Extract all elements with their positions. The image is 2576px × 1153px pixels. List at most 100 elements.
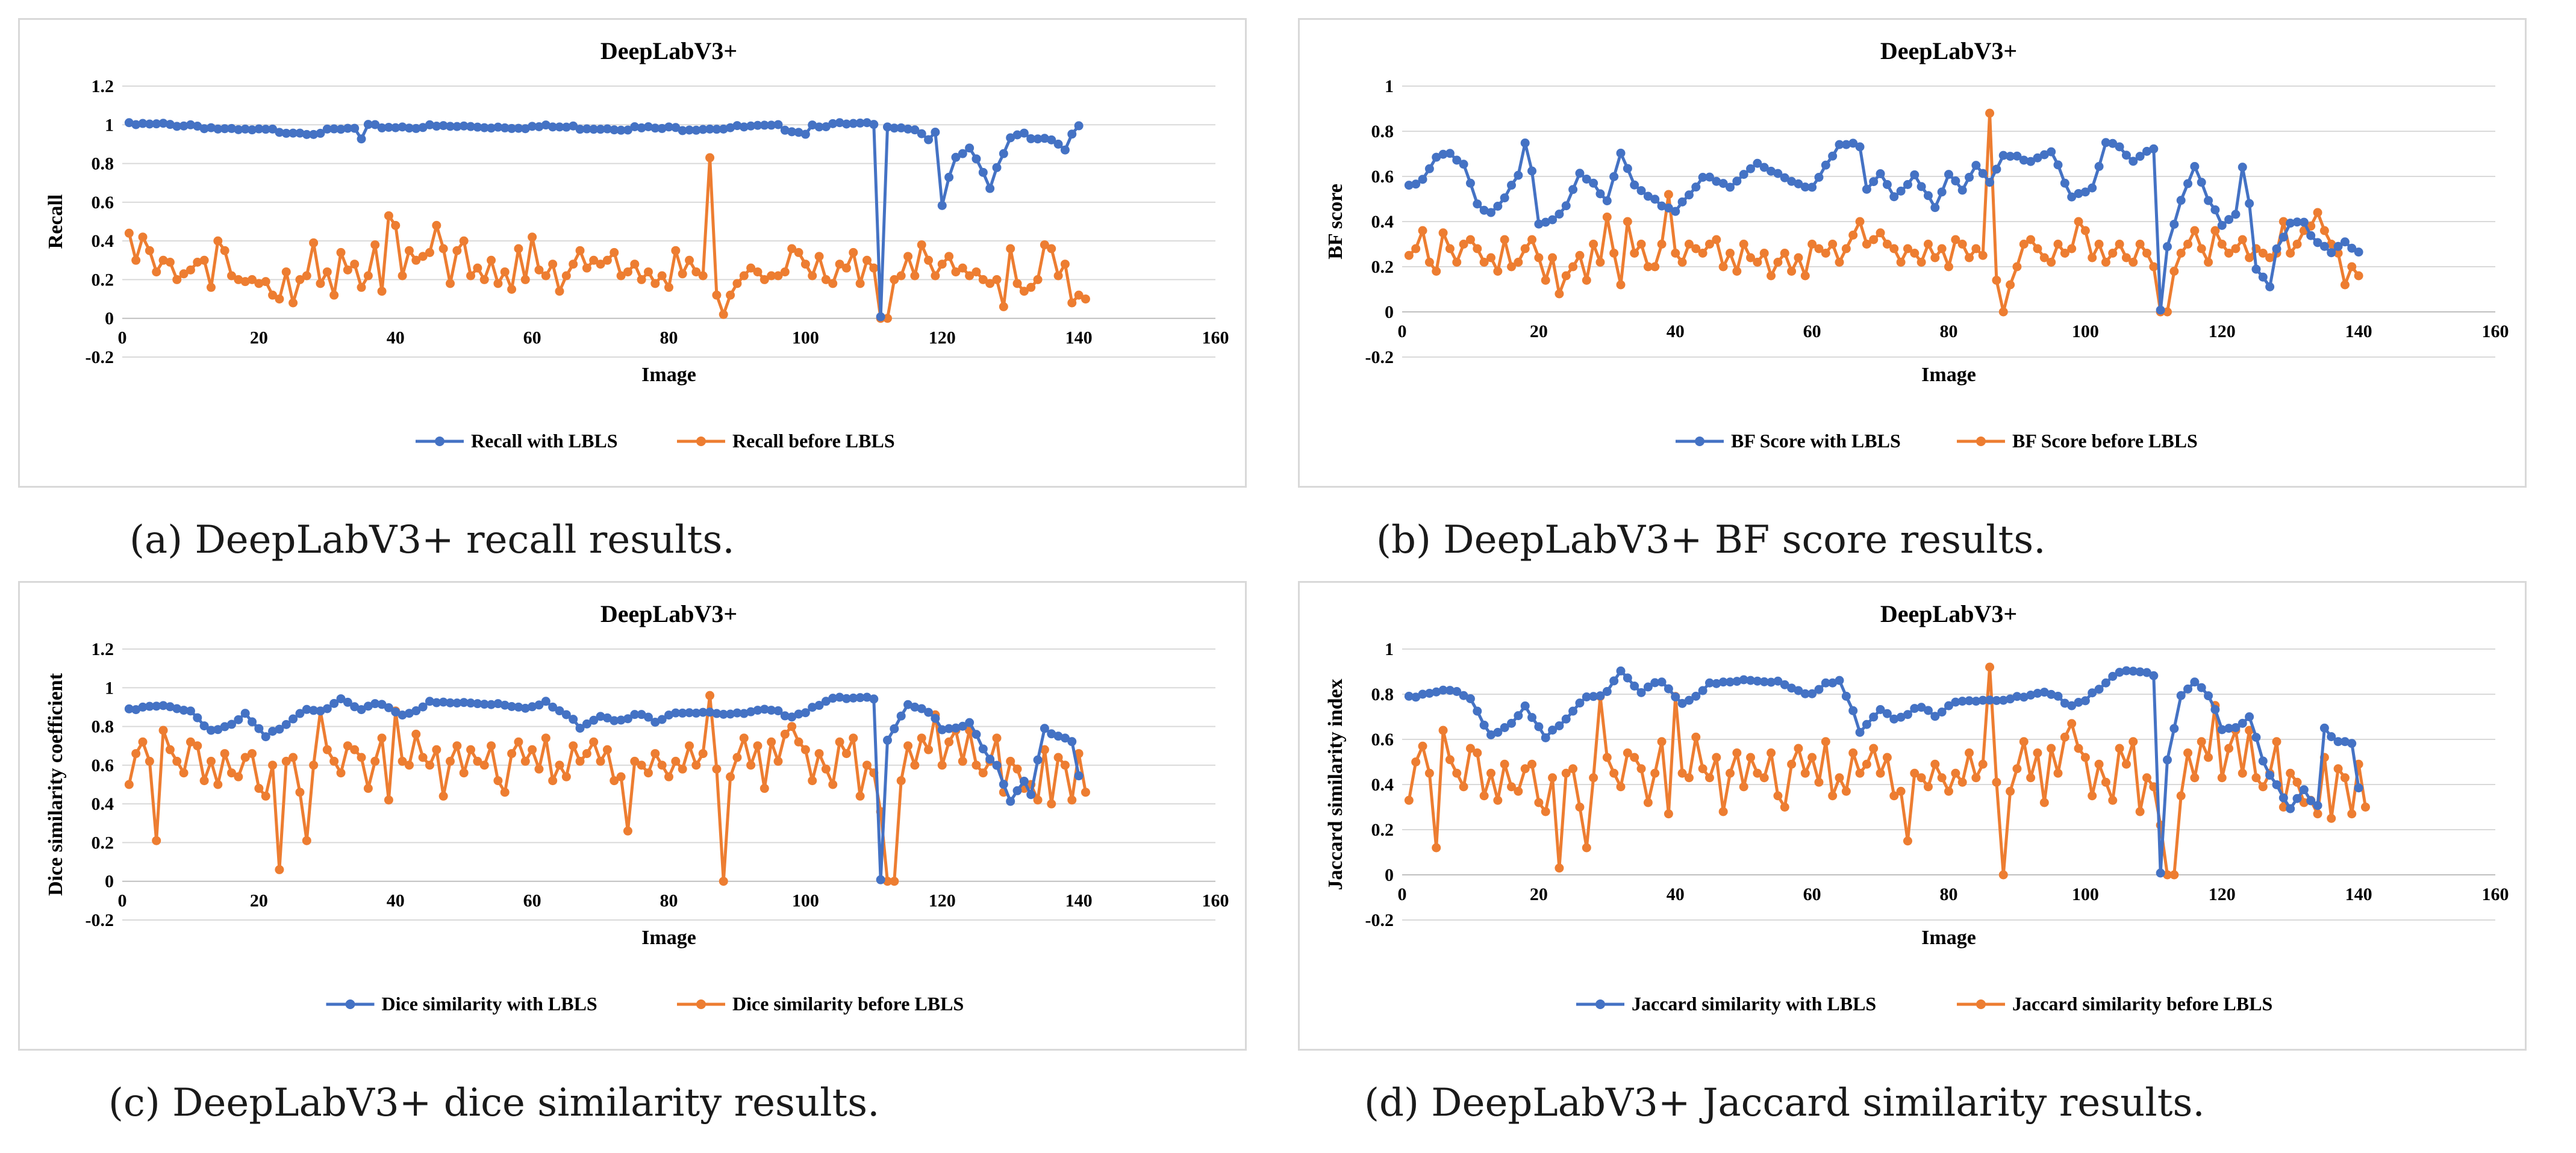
data-point: [637, 123, 646, 132]
data-point: [240, 124, 250, 134]
data-point: [2347, 809, 2357, 819]
data-point: [1876, 768, 1885, 778]
data-point: [1957, 240, 1967, 249]
data-point: [1053, 732, 1063, 741]
data-point: [2299, 217, 2309, 227]
data-point: [1869, 177, 1879, 187]
data-point: [1848, 706, 1858, 715]
data-point: [1424, 768, 1434, 778]
data-point: [650, 749, 660, 759]
data-point: [295, 709, 305, 718]
legend-label: BF Score before LBLS: [2012, 430, 2198, 452]
data-point: [186, 706, 195, 716]
data-point: [1677, 197, 1687, 207]
data-point: [2060, 178, 2069, 188]
data-point: [2047, 258, 2056, 267]
data-point: [2210, 705, 2220, 714]
data-point: [1609, 249, 1619, 258]
data-point: [479, 123, 489, 132]
data-point: [534, 700, 544, 710]
data-point: [1465, 694, 1475, 703]
data-point: [487, 741, 496, 751]
data-point: [370, 120, 380, 129]
data-point: [602, 713, 612, 723]
data-point: [2333, 737, 2343, 747]
data-point: [2135, 240, 2145, 249]
data-point: [446, 122, 455, 131]
data-point: [2245, 253, 2254, 263]
data-point: [1432, 152, 1441, 162]
data-point: [794, 128, 803, 137]
data-point: [1589, 773, 1598, 783]
data-point: [2183, 179, 2193, 188]
data-point: [268, 290, 278, 300]
data-point: [1060, 260, 1070, 269]
data-point: [1650, 768, 1660, 778]
legend-label: Dice similarity before LBLS: [732, 993, 964, 1015]
data-point: [1862, 240, 1871, 249]
data-point: [1555, 863, 1564, 873]
data-point: [1418, 175, 1427, 184]
data-point: [2101, 138, 2110, 148]
data-point: [1828, 791, 1838, 801]
data-point: [2080, 226, 2090, 235]
data-point: [1718, 179, 1728, 188]
caption-dice: (c) DeepLabV3+ dice similarity results.: [108, 1081, 880, 1125]
data-point: [2231, 210, 2241, 219]
data-point: [309, 706, 319, 715]
data-point: [1910, 249, 1920, 258]
data-point: [2026, 157, 2036, 166]
data-point: [2333, 764, 2343, 774]
legend-swatch-marker: [1695, 437, 1704, 446]
data-point: [1060, 733, 1070, 743]
data-point: [1814, 244, 1824, 253]
data-point: [1698, 249, 1707, 258]
data-point: [254, 724, 264, 733]
data-point: [500, 700, 510, 710]
data-point: [828, 279, 838, 288]
data-point: [2142, 773, 2151, 783]
data-point: [883, 877, 892, 886]
data-point: [2347, 739, 2357, 748]
data-point: [2327, 813, 2336, 823]
data-point: [1787, 759, 1797, 769]
data-point: [951, 267, 961, 277]
data-point: [787, 712, 797, 722]
data-point: [398, 710, 407, 720]
data-point: [1465, 744, 1475, 753]
data-point: [739, 733, 749, 743]
data-point: [1828, 678, 1838, 688]
data-point: [1424, 689, 1434, 698]
data-point: [1060, 760, 1070, 770]
data-point: [350, 745, 360, 754]
data-point: [1555, 721, 1564, 730]
data-point: [2231, 244, 2241, 253]
legend-swatch-marker: [345, 999, 355, 1009]
data-point: [2039, 688, 2049, 697]
data-point: [254, 279, 264, 288]
data-point: [1534, 219, 1544, 229]
data-point: [1609, 676, 1619, 686]
data-point: [555, 122, 564, 132]
data-point: [828, 119, 838, 128]
data-point: [1691, 732, 1701, 742]
data-point: [398, 756, 407, 766]
data-point: [261, 277, 270, 287]
data-point: [1452, 687, 1462, 696]
data-point: [199, 776, 209, 786]
data-point: [1937, 244, 1947, 253]
data-point: [2128, 258, 2138, 267]
data-point: [787, 244, 797, 253]
data-point: [1520, 244, 1530, 253]
data-point: [794, 737, 803, 747]
data-point: [1616, 280, 1626, 290]
data-point: [2245, 199, 2254, 208]
x-tick-label: 80: [1940, 322, 1958, 341]
data-point: [473, 756, 482, 766]
data-point: [1459, 691, 1468, 700]
data-point: [855, 279, 865, 288]
data-point: [2094, 240, 2104, 249]
data-point: [1759, 773, 1769, 783]
legend-item: BF Score before LBLS: [1957, 430, 2198, 452]
data-point: [698, 749, 708, 759]
